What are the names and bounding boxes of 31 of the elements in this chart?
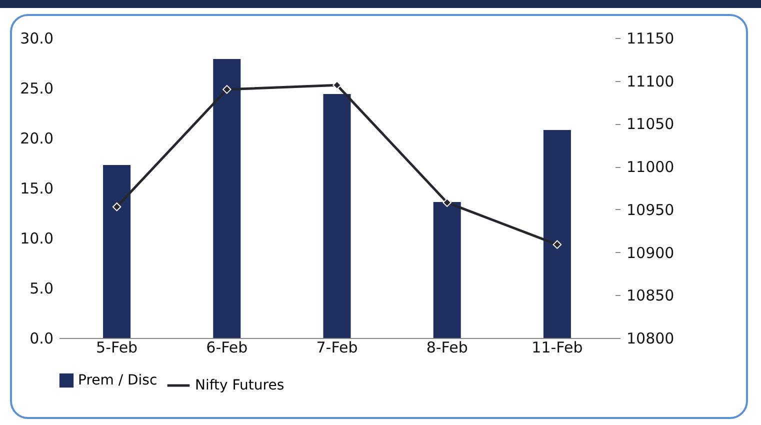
bar bbox=[433, 202, 461, 338]
bar bbox=[103, 165, 131, 338]
x-tick-label: 6-Feb bbox=[206, 338, 248, 356]
y-tick-label: 0.0 bbox=[30, 330, 54, 348]
y-tick-label: 15.0 bbox=[20, 180, 54, 198]
bar bbox=[543, 130, 571, 338]
y-tick-label: 30.0 bbox=[20, 30, 54, 48]
point bbox=[552, 240, 562, 249]
x-tick-label: 5-Feb bbox=[96, 338, 138, 356]
y2-tick-label: 11100 bbox=[626, 72, 674, 90]
point bbox=[112, 202, 122, 212]
legend-label: Nifty Futures bbox=[195, 378, 284, 394]
bar bbox=[323, 94, 351, 338]
bar bbox=[213, 59, 241, 338]
x-tick-label: 8-Feb bbox=[426, 338, 468, 356]
y2-tick-label: 10950 bbox=[626, 200, 674, 219]
x-tick-label: 11-Feb bbox=[532, 338, 583, 356]
y2-tick-label: 10850 bbox=[626, 286, 674, 305]
y2-tick-label: 10900 bbox=[626, 244, 674, 262]
y2-tick-label: 11150 bbox=[626, 30, 674, 48]
y2-tick-label: 11050 bbox=[626, 115, 674, 134]
y2-tick-label: 11000 bbox=[626, 158, 674, 176]
y-tick-label: 25.0 bbox=[20, 80, 54, 98]
point bbox=[222, 85, 232, 94]
y-tick-label: 10.0 bbox=[20, 230, 54, 248]
x-tick-label: 7-Feb bbox=[316, 338, 358, 356]
y2-tick-label: 10800 bbox=[626, 330, 674, 348]
legend-label: Prem / Disc bbox=[78, 372, 158, 388]
point bbox=[442, 198, 452, 207]
y-tick-label: 20.0 bbox=[20, 130, 54, 148]
y-tick-label: 5.0 bbox=[30, 280, 54, 298]
